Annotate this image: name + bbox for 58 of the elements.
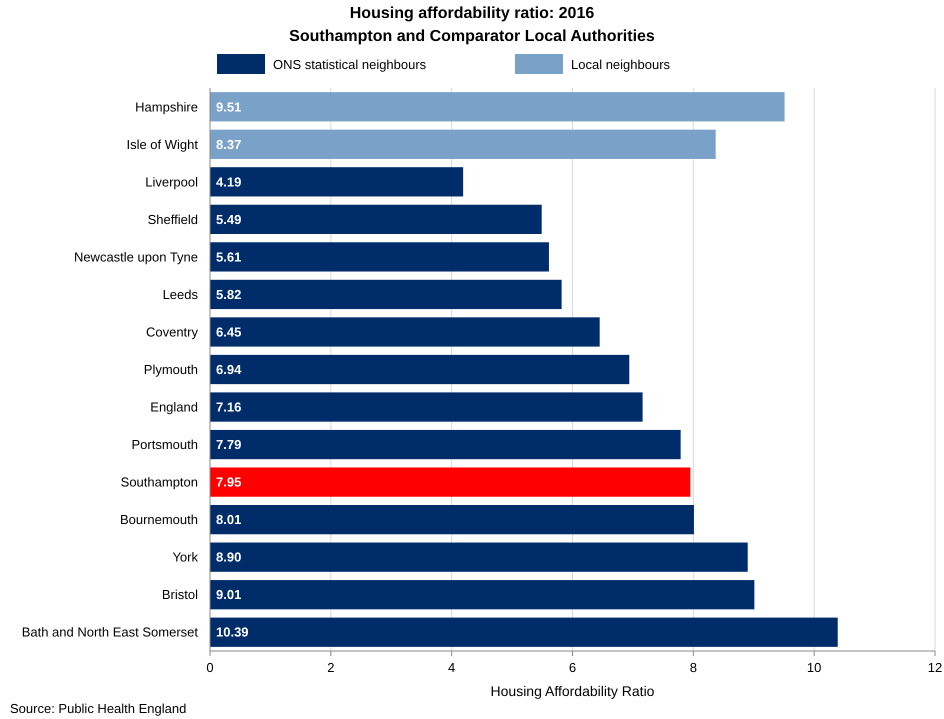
- data-label: 5.61: [216, 249, 242, 264]
- y-tick-label: Isle of Wight: [126, 136, 198, 152]
- data-label: 8.90: [216, 550, 242, 565]
- data-label: 8.37: [216, 136, 242, 152]
- data-label: 7.95: [216, 474, 242, 490]
- data-label: 7.79: [216, 437, 242, 452]
- data-label: 5.49: [216, 212, 242, 227]
- bar: [210, 542, 748, 572]
- y-tick-label: Sheffield: [148, 212, 198, 227]
- bar: [210, 204, 542, 234]
- data-label: 6.45: [216, 324, 242, 340]
- x-tick-label: 0: [206, 660, 214, 675]
- bar: [210, 280, 562, 310]
- y-tick-label: Bournemouth: [120, 512, 198, 528]
- y-tick-label: Hampshire: [135, 99, 198, 114]
- y-tick-label: England: [150, 400, 198, 415]
- data-label: 9.01: [216, 587, 242, 602]
- bar: [210, 242, 549, 272]
- x-tick-label: 4: [448, 660, 456, 675]
- data-label: 4.19: [216, 174, 242, 190]
- x-tick-label: 10: [806, 660, 822, 675]
- bar: [210, 130, 716, 159]
- bar: [210, 92, 785, 122]
- x-tick-label: 6: [568, 660, 576, 675]
- y-tick-label: Southampton: [120, 474, 198, 490]
- x-tick-label: 8: [690, 660, 697, 675]
- bar: [210, 430, 681, 460]
- data-label: 6.94: [216, 362, 242, 377]
- y-tick-label: Bath and North East Somerset: [22, 624, 198, 640]
- data-label: 8.01: [216, 512, 242, 528]
- bar: [210, 467, 690, 497]
- y-tick-label: Coventry: [146, 324, 198, 340]
- data-label: 10.39: [216, 624, 249, 640]
- y-tick-label: York: [172, 550, 198, 565]
- y-tick-label: Plymouth: [144, 362, 198, 377]
- bar: [210, 167, 464, 196]
- data-label: 5.82: [216, 286, 242, 302]
- x-tick-label: 2: [327, 660, 334, 675]
- y-tick-label: Leeds: [162, 286, 198, 302]
- bar: [210, 580, 754, 610]
- x-axis-title: Housing Affordability Ratio: [490, 683, 655, 699]
- legend-label: Local neighbours: [571, 57, 671, 72]
- chart-title: Housing affordability ratio: 2016: [350, 5, 594, 22]
- data-label: 7.16: [216, 400, 242, 415]
- source-note: Source: Public Health England: [10, 701, 186, 716]
- y-tick-label: Bristol: [162, 587, 198, 602]
- y-tick-label: Portsmouth: [132, 437, 198, 452]
- y-tick-label: Newcastle upon Tyne: [74, 249, 198, 264]
- x-tick-label: 12: [928, 660, 942, 675]
- bar: [210, 392, 643, 422]
- bar: [210, 504, 694, 534]
- bar: [210, 618, 838, 647]
- y-tick-label: Liverpool: [145, 174, 198, 190]
- bar: [210, 317, 600, 347]
- bar: [210, 354, 630, 384]
- chart-subtitle: Southampton and Comparator Local Authorities: [289, 28, 655, 45]
- legend-label: ONS statistical neighbours: [273, 57, 427, 72]
- data-label: 9.51: [216, 99, 242, 114]
